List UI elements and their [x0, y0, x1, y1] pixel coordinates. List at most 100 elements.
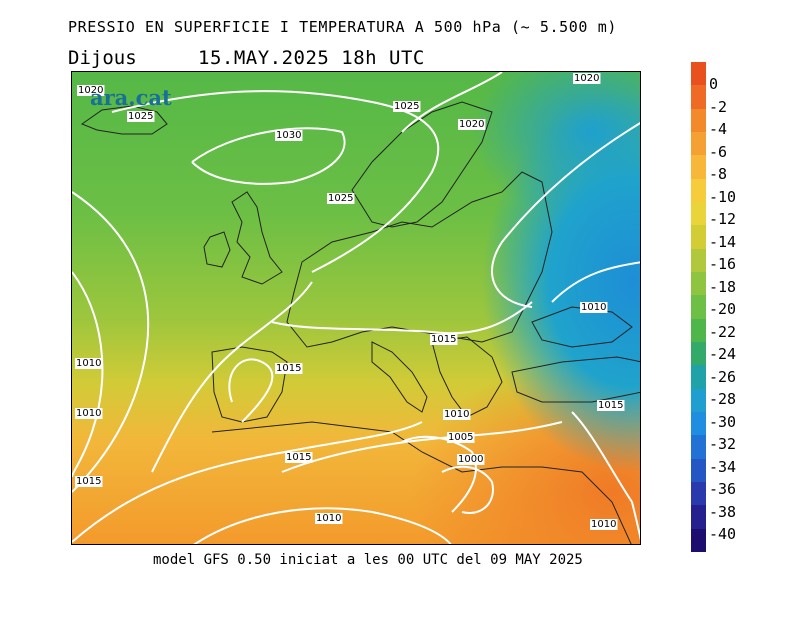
isobar-label: 1025 — [328, 193, 353, 204]
legend-color-swatch — [691, 318, 706, 343]
isobar-label-bg — [580, 302, 608, 313]
isobar-label-bg — [75, 476, 103, 487]
isobar-line — [271, 301, 533, 335]
isobar-line — [151, 281, 313, 473]
isobar-label: 1020 — [78, 85, 103, 96]
isobar-label-bg — [285, 452, 313, 463]
isobar-label: 1010 — [444, 409, 469, 420]
isobar-line — [191, 127, 346, 185]
isobar-line — [72, 421, 423, 543]
isobar-label-bg — [443, 409, 471, 420]
isobar-label: 1015 — [286, 452, 311, 463]
isobar-label: 1010 — [581, 302, 606, 313]
isobar-line — [571, 411, 640, 541]
legend-tick-label: -34 — [709, 457, 737, 476]
legend-color-swatch — [691, 132, 706, 156]
isobar-line — [441, 465, 494, 514]
coastline-iberia — [211, 346, 288, 423]
legend-color-swatch — [691, 155, 706, 180]
isobar-line — [401, 72, 503, 133]
isobar-label-bg — [275, 130, 303, 141]
isobar-line — [491, 122, 640, 308]
coastline-iceland — [80, 105, 168, 135]
isobar-label: 1025 — [128, 111, 153, 122]
isobar-label: 1010 — [76, 358, 101, 369]
isobar-label: 1015 — [276, 363, 301, 374]
legend-color-swatch — [691, 202, 706, 226]
isobar-label-bg — [315, 513, 343, 524]
isobar-label-bg — [127, 111, 155, 122]
isobars — [72, 72, 640, 544]
legend-tick-label: -24 — [709, 345, 737, 363]
legend-color-swatch — [691, 108, 706, 133]
legend-color-swatch — [691, 85, 706, 110]
isobar-line — [193, 507, 452, 544]
isobar-label-bg — [77, 85, 105, 96]
isobar-line — [111, 90, 440, 273]
isobar-label: 1015 — [598, 400, 623, 411]
forecast-valid-time: 15.MAY.2025 18h UTC — [198, 47, 425, 69]
legend-color-swatch — [691, 248, 706, 273]
legend-tick-label: -8 — [709, 165, 728, 183]
legend-tick-label: -30 — [709, 412, 737, 431]
coastline-ireland — [203, 231, 231, 268]
ara-cat-logo: ara.cat — [90, 85, 172, 110]
forecast-day: Dijous — [68, 47, 137, 69]
coastline-balkans — [431, 336, 503, 418]
isobar-label-bg — [457, 454, 485, 465]
legend-tick-label: -4 — [709, 120, 728, 138]
isobar-label: 1010 — [316, 513, 341, 524]
isobar-label: 1020 — [459, 119, 484, 130]
isobar-label: 1000 — [458, 454, 483, 465]
isobar-label-bg — [597, 400, 625, 411]
legend-color-swatch — [691, 62, 706, 86]
isobar-label: 1005 — [448, 432, 473, 443]
legend-tick-label: -36 — [709, 480, 737, 498]
isobar-label: 1020 — [574, 73, 599, 84]
isobar-label-bg — [327, 193, 355, 204]
legend-color-swatch — [691, 342, 706, 366]
legend-tick-label: -16 — [709, 255, 737, 273]
model-run-info: model GFS 0.50 iniciat a les 00 UTC del … — [153, 552, 583, 568]
legend-color-swatch — [691, 272, 706, 296]
legend-color-swatch — [691, 482, 706, 506]
isobar-label: 1010 — [76, 408, 101, 419]
coastline-europe — [286, 171, 553, 348]
isobar-label-bg — [75, 358, 103, 369]
isobar-line — [401, 435, 477, 513]
legend-color-swatch — [691, 225, 706, 250]
isobar-label-bg — [393, 101, 421, 112]
legend-tick-label: -6 — [709, 142, 728, 161]
weather-map: 1020 1025 1025 1020 1030 1025 1015 1010 1010 1015… — [71, 71, 641, 545]
legend-tick-label: -14 — [709, 232, 737, 251]
isobar-label-bg — [430, 334, 458, 345]
legend-tick-label: -12 — [709, 210, 737, 228]
temperature-legend-bar — [691, 62, 706, 553]
legend-color-swatch — [691, 435, 706, 460]
isobar-label: 1030 — [276, 130, 301, 141]
legend-tick-label: -22 — [709, 322, 737, 341]
legend-color-swatch — [691, 505, 706, 530]
legend-tick-label: -26 — [709, 367, 737, 386]
isobar-label-bg — [275, 363, 303, 374]
legend-tick-label: -28 — [709, 390, 737, 408]
isobar-label-bg — [458, 119, 486, 130]
coastline-black-sea — [531, 306, 633, 348]
legend-tick-label: -18 — [709, 277, 737, 296]
legend-color-swatch — [691, 458, 706, 483]
isobar-line — [72, 271, 104, 478]
isobar-line — [551, 261, 640, 303]
coastline-africa — [211, 421, 632, 544]
coastline-turkey — [511, 356, 640, 403]
isobar-label: 1025 — [394, 101, 419, 112]
legend-tick-label: -2 — [709, 97, 728, 116]
isobar-label-bg — [573, 73, 601, 84]
legend-tick-label: -20 — [709, 300, 737, 318]
legend-color-swatch — [691, 178, 706, 203]
isobar-line — [228, 358, 274, 423]
isobar-label: 1015 — [431, 334, 456, 345]
legend-color-swatch — [691, 295, 706, 320]
legend-color-swatch — [691, 412, 706, 436]
legend-color-swatch — [691, 528, 706, 553]
isobar-label: 1015 — [76, 476, 101, 487]
